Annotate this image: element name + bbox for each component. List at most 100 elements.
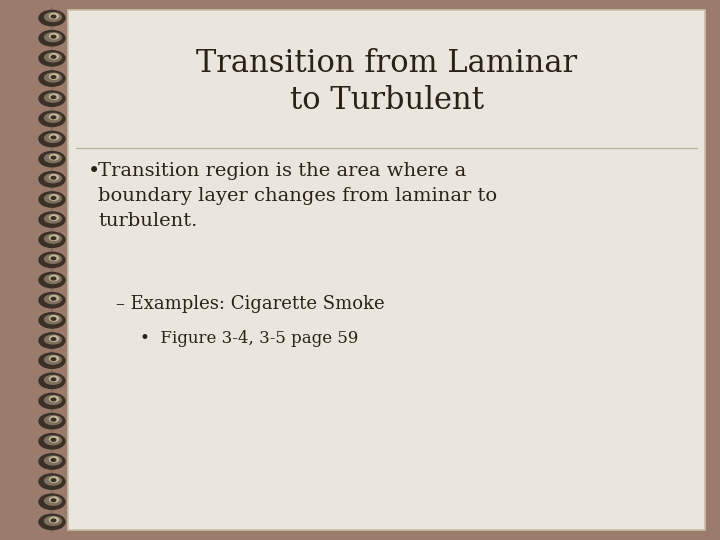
Ellipse shape: [39, 353, 65, 368]
FancyBboxPatch shape: [68, 10, 705, 530]
Ellipse shape: [39, 494, 65, 509]
Ellipse shape: [39, 232, 65, 247]
Ellipse shape: [45, 396, 61, 404]
Ellipse shape: [45, 234, 61, 243]
Ellipse shape: [50, 457, 58, 462]
Ellipse shape: [45, 73, 61, 82]
Ellipse shape: [39, 293, 65, 308]
Text: Transition region is the area where a
boundary layer changes from laminar to
tur: Transition region is the area where a bo…: [98, 162, 497, 230]
Ellipse shape: [51, 237, 55, 240]
Ellipse shape: [39, 152, 65, 167]
Ellipse shape: [51, 15, 55, 18]
Ellipse shape: [39, 91, 65, 106]
Ellipse shape: [50, 396, 58, 402]
Ellipse shape: [39, 333, 65, 348]
Ellipse shape: [50, 416, 58, 422]
Ellipse shape: [45, 517, 61, 525]
Ellipse shape: [45, 154, 61, 163]
Ellipse shape: [45, 53, 61, 62]
Ellipse shape: [50, 134, 58, 140]
Ellipse shape: [45, 133, 61, 143]
Ellipse shape: [39, 31, 65, 46]
Ellipse shape: [51, 217, 55, 219]
Ellipse shape: [51, 519, 55, 522]
Ellipse shape: [39, 414, 65, 429]
Ellipse shape: [39, 313, 65, 328]
Ellipse shape: [45, 315, 61, 324]
Ellipse shape: [39, 514, 65, 530]
Ellipse shape: [39, 131, 65, 147]
Ellipse shape: [51, 116, 55, 119]
Ellipse shape: [51, 156, 55, 159]
Ellipse shape: [50, 74, 58, 79]
Ellipse shape: [51, 277, 55, 280]
Ellipse shape: [39, 51, 65, 66]
Ellipse shape: [50, 275, 58, 281]
Ellipse shape: [51, 378, 55, 381]
Ellipse shape: [51, 318, 55, 320]
Ellipse shape: [51, 56, 55, 58]
Ellipse shape: [50, 154, 58, 160]
Text: Transition from Laminar: Transition from Laminar: [196, 48, 577, 79]
Ellipse shape: [51, 177, 55, 179]
Ellipse shape: [39, 272, 65, 288]
Ellipse shape: [50, 94, 58, 99]
Ellipse shape: [45, 355, 61, 364]
Ellipse shape: [50, 517, 58, 523]
Ellipse shape: [50, 53, 58, 59]
Ellipse shape: [45, 275, 61, 284]
Ellipse shape: [50, 215, 58, 220]
Ellipse shape: [50, 295, 58, 301]
Ellipse shape: [50, 255, 58, 261]
Ellipse shape: [51, 136, 55, 139]
Ellipse shape: [45, 12, 61, 22]
Ellipse shape: [51, 338, 55, 340]
Ellipse shape: [51, 458, 55, 461]
Ellipse shape: [51, 499, 55, 502]
Ellipse shape: [51, 36, 55, 38]
Ellipse shape: [39, 10, 65, 26]
Ellipse shape: [39, 172, 65, 187]
Ellipse shape: [39, 192, 65, 207]
Ellipse shape: [45, 295, 61, 303]
Ellipse shape: [51, 96, 55, 98]
Ellipse shape: [39, 71, 65, 86]
Ellipse shape: [45, 476, 61, 485]
Ellipse shape: [51, 438, 55, 441]
Ellipse shape: [39, 474, 65, 489]
Ellipse shape: [50, 174, 58, 180]
Ellipse shape: [50, 497, 58, 502]
Ellipse shape: [45, 33, 61, 42]
Ellipse shape: [45, 416, 61, 424]
Ellipse shape: [45, 214, 61, 223]
Ellipse shape: [45, 456, 61, 465]
Ellipse shape: [50, 195, 58, 200]
Ellipse shape: [50, 376, 58, 382]
Ellipse shape: [50, 356, 58, 361]
Ellipse shape: [51, 197, 55, 199]
Ellipse shape: [39, 434, 65, 449]
Ellipse shape: [45, 496, 61, 505]
Ellipse shape: [51, 479, 55, 482]
Ellipse shape: [45, 254, 61, 264]
Ellipse shape: [39, 393, 65, 409]
Ellipse shape: [50, 336, 58, 341]
Ellipse shape: [45, 174, 61, 183]
Ellipse shape: [50, 477, 58, 482]
Ellipse shape: [39, 111, 65, 126]
Text: •: •: [88, 162, 100, 181]
Ellipse shape: [39, 454, 65, 469]
Ellipse shape: [51, 257, 55, 260]
Ellipse shape: [50, 33, 58, 39]
Ellipse shape: [51, 418, 55, 421]
Ellipse shape: [45, 436, 61, 445]
Ellipse shape: [51, 358, 55, 361]
Ellipse shape: [50, 437, 58, 442]
Ellipse shape: [39, 252, 65, 268]
Ellipse shape: [45, 194, 61, 203]
Ellipse shape: [50, 316, 58, 321]
Ellipse shape: [50, 114, 58, 119]
Ellipse shape: [51, 76, 55, 78]
Text: – Examples: Cigarette Smoke: – Examples: Cigarette Smoke: [116, 295, 384, 313]
Ellipse shape: [50, 235, 58, 240]
